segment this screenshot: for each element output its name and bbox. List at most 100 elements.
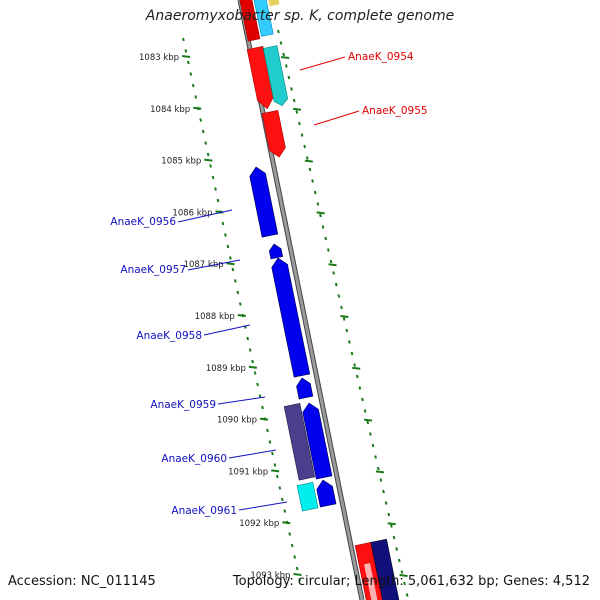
kbp-tick bbox=[293, 573, 302, 576]
kbp-tick bbox=[193, 106, 202, 110]
tick-mark bbox=[342, 317, 346, 321]
gene-label[interactable]: AnaeK_0961 bbox=[171, 505, 237, 517]
gene-feature[interactable] bbox=[262, 45, 289, 108]
kbp-label: 1091 kbp bbox=[228, 467, 268, 477]
gene-leader-line bbox=[299, 56, 346, 71]
kbp-label: 1093 kbp bbox=[250, 571, 290, 581]
genome-summary: Topology: circular; Length: 5,061,632 bp… bbox=[232, 574, 590, 589]
gene-features bbox=[237, 0, 401, 600]
tick-mark bbox=[273, 463, 277, 467]
tick-mark bbox=[363, 409, 367, 413]
tick-mark bbox=[233, 279, 237, 283]
gene-label[interactable]: AnaeK_0958 bbox=[136, 330, 202, 342]
tick-mark bbox=[340, 305, 343, 310]
gene-feature[interactable] bbox=[295, 377, 314, 400]
tick-mark bbox=[311, 179, 314, 183]
kbp-label: 1090 kbp bbox=[217, 416, 257, 426]
tick-mark bbox=[405, 593, 409, 597]
kbp-tick bbox=[363, 418, 373, 422]
gene-feature[interactable] bbox=[246, 46, 275, 110]
kbp-labels: 1083 kbp 1084 kbp 1085 kbp 1086 kbp 1087 kbp… bbox=[139, 53, 408, 581]
gene-feature[interactable] bbox=[237, 0, 261, 42]
tick-mark bbox=[350, 351, 354, 356]
tick-mark bbox=[282, 52, 286, 57]
tick-mark bbox=[329, 259, 333, 264]
gene-feature[interactable] bbox=[248, 165, 279, 238]
gene-label[interactable]: AnaeK_0955 bbox=[362, 105, 428, 117]
tick-mark bbox=[229, 256, 232, 260]
gene-feature[interactable] bbox=[251, 0, 274, 37]
tick-mark bbox=[374, 455, 378, 459]
gene-label[interactable]: AnaeK_0957 bbox=[120, 264, 186, 276]
kbp-tick bbox=[248, 365, 258, 369]
kbp-tick bbox=[304, 159, 313, 163]
tick-mark bbox=[348, 340, 351, 344]
gene-feature[interactable] bbox=[268, 243, 284, 260]
gene-label[interactable]: AnaeK_0954 bbox=[348, 51, 414, 63]
tick-mark bbox=[283, 509, 287, 513]
tick-mark bbox=[298, 578, 301, 582]
gene-label[interactable]: AnaeK_0960 bbox=[161, 453, 227, 465]
kbp-tick bbox=[281, 56, 290, 59]
tick-mark bbox=[387, 512, 391, 517]
accession-text: Accession: NC_011145 bbox=[8, 574, 156, 589]
tick-mark bbox=[231, 267, 235, 272]
gene-feature[interactable] bbox=[315, 478, 337, 508]
kbp-tick bbox=[399, 574, 408, 577]
kbp-label: 1087 kbp bbox=[184, 260, 224, 270]
tick-mark bbox=[326, 248, 330, 252]
gene-feature[interactable] bbox=[301, 401, 333, 480]
tick-mark bbox=[392, 535, 396, 540]
tick-mark bbox=[238, 302, 242, 306]
tick-mark bbox=[224, 233, 227, 237]
tick-mark bbox=[201, 129, 205, 134]
tick-mark bbox=[305, 156, 309, 160]
inner-kbp-ticks bbox=[277, 29, 409, 597]
tick-mark bbox=[236, 290, 240, 295]
tick-mark bbox=[321, 225, 325, 229]
tick-mark bbox=[361, 397, 364, 402]
tick-mark bbox=[287, 75, 291, 80]
gene-feature[interactable] bbox=[261, 110, 287, 158]
tick-mark bbox=[371, 443, 375, 448]
tick-mark bbox=[290, 87, 293, 91]
gene-leader-line bbox=[177, 209, 233, 223]
gene-leader-line bbox=[217, 396, 266, 405]
tick-mark bbox=[355, 374, 359, 379]
gene-feature[interactable] bbox=[370, 538, 401, 600]
gene-leader-line bbox=[313, 110, 360, 126]
kbp-tick bbox=[316, 211, 325, 215]
kbp-tick bbox=[204, 158, 213, 162]
gene-feature[interactable] bbox=[265, 0, 280, 7]
tick-mark bbox=[253, 371, 257, 375]
tick-mark bbox=[288, 532, 292, 536]
tick-mark bbox=[246, 336, 250, 341]
gene-feature[interactable] bbox=[364, 563, 380, 600]
tick-mark bbox=[316, 202, 320, 206]
tick-mark bbox=[204, 141, 208, 145]
tick-mark bbox=[290, 543, 294, 548]
kbp-tick bbox=[259, 417, 269, 421]
tick-mark bbox=[292, 98, 296, 103]
tick-mark bbox=[295, 566, 299, 571]
gene-label[interactable]: AnaeK_0959 bbox=[150, 399, 216, 411]
kbp-label: 1088 kbp bbox=[195, 312, 235, 322]
gene-feature[interactable] bbox=[296, 482, 319, 512]
tick-mark bbox=[369, 432, 372, 436]
gene-feature[interactable] bbox=[270, 256, 311, 378]
tick-mark bbox=[189, 72, 193, 76]
kbp-tick bbox=[375, 470, 385, 474]
gene-feature[interactable] bbox=[283, 403, 316, 481]
tick-mark bbox=[268, 440, 272, 444]
tick-mark bbox=[313, 190, 317, 195]
tick-mark bbox=[266, 428, 269, 433]
tick-mark bbox=[324, 236, 328, 241]
kbp-tick bbox=[181, 55, 191, 58]
tick-mark bbox=[379, 478, 383, 482]
tick-mark bbox=[214, 187, 217, 191]
tick-mark bbox=[186, 60, 190, 65]
tick-mark bbox=[209, 164, 212, 168]
gene-label[interactable]: AnaeK_0956 bbox=[110, 216, 176, 228]
kbp-tick bbox=[352, 366, 361, 370]
